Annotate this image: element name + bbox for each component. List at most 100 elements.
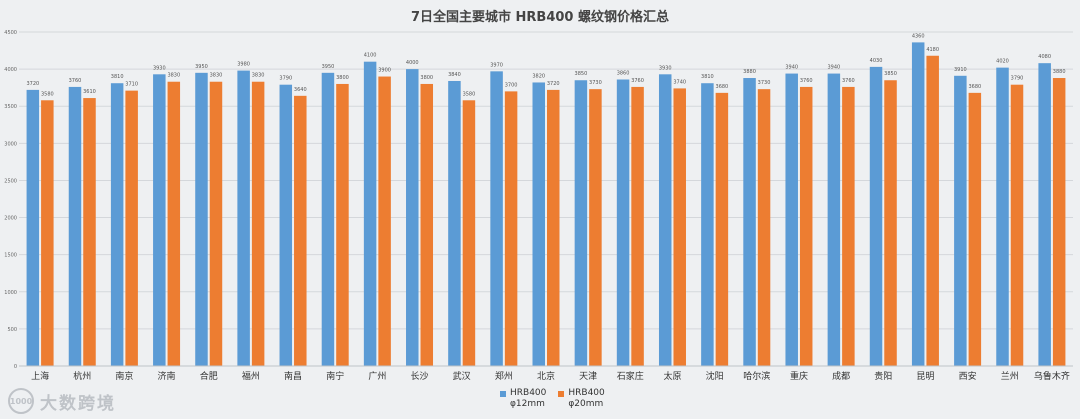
data-label: 3850 [575, 71, 588, 77]
bar [195, 72, 208, 367]
legend-label-line1: HRB400 [568, 388, 605, 398]
bar [110, 83, 124, 367]
data-label: 3760 [800, 78, 813, 84]
x-tick-label: 福州 [242, 370, 260, 382]
bar [785, 73, 798, 366]
bar [209, 81, 223, 367]
data-label: 3800 [336, 75, 349, 81]
data-label: 3900 [378, 68, 391, 74]
data-label: 4000 [406, 60, 419, 66]
data-label: 3940 [785, 65, 798, 71]
bar [167, 81, 181, 367]
x-tick-label: 兰州 [1001, 370, 1019, 382]
y-tick-label: 1500 [4, 253, 17, 259]
data-label: 3790 [1011, 76, 1024, 82]
data-label: 3730 [758, 80, 771, 86]
x-tick-label: 南宁 [326, 370, 344, 382]
legend-item-series-2: HRB400 φ20mm [558, 388, 605, 410]
bar [294, 95, 307, 366]
data-label: 4080 [1038, 54, 1051, 60]
bar [673, 88, 686, 367]
data-label: 4020 [996, 59, 1009, 65]
data-label: 4180 [926, 47, 939, 53]
bar [1010, 84, 1024, 366]
legend-label-line2: φ20mm [568, 399, 604, 409]
bar [448, 80, 461, 366]
legend-swatch-blue [500, 391, 506, 397]
data-label: 3680 [968, 84, 981, 90]
data-label: 3980 [237, 62, 250, 68]
data-label: 3610 [83, 89, 96, 95]
watermark-logo-icon: 1000 [8, 388, 34, 414]
y-tick-label: 2000 [4, 216, 17, 222]
data-label: 3800 [420, 75, 433, 81]
bar [279, 84, 293, 366]
bar [842, 86, 855, 367]
y-tick-label: 0 [14, 364, 17, 370]
data-label: 3580 [463, 91, 476, 97]
bar [658, 74, 672, 366]
bar [574, 80, 588, 366]
y-tick-label: 3500 [4, 104, 17, 110]
data-label: 3880 [1053, 69, 1066, 75]
y-tick-label: 2500 [4, 178, 17, 184]
x-tick-label: 昆明 [916, 371, 934, 382]
bar [701, 83, 714, 367]
x-tick-label: 广州 [368, 370, 386, 382]
data-label: 4360 [912, 33, 925, 39]
x-tick-label: 天津 [579, 371, 597, 382]
bar [926, 55, 939, 367]
watermark-text: 大数跨境 [40, 393, 116, 414]
bar [251, 81, 265, 367]
x-tick-label: 石家庄 [617, 370, 644, 382]
bar [954, 75, 967, 367]
data-label: 3720 [26, 81, 39, 87]
data-label: 3710 [125, 82, 138, 88]
y-tick-label: 4000 [4, 67, 17, 73]
data-label: 3760 [842, 78, 855, 84]
chart-legend: HRB400 φ12mm HRB400 φ20mm [500, 388, 605, 410]
x-tick-label: 武汉 [453, 370, 471, 382]
data-label: 3730 [589, 80, 602, 86]
bar [532, 82, 545, 367]
x-tick-label: 杭州 [73, 370, 91, 382]
data-label: 3930 [153, 65, 166, 71]
x-tick-label: 西安 [959, 370, 977, 382]
bar [504, 91, 518, 366]
data-label: 3940 [828, 65, 841, 71]
data-label: 3830 [210, 73, 223, 79]
bar [490, 71, 503, 367]
bar [757, 89, 771, 366]
y-tick-label: 4500 [4, 30, 17, 36]
bar [996, 67, 1009, 367]
bar [827, 73, 841, 366]
data-label: 3760 [69, 78, 82, 84]
data-label: 3810 [111, 74, 124, 80]
data-label: 3740 [673, 79, 686, 85]
bar [884, 80, 897, 366]
bar [1038, 63, 1051, 366]
x-tick-label: 重庆 [790, 370, 808, 382]
x-tick-label: 成都 [832, 370, 850, 382]
legend-swatch-orange [558, 391, 565, 397]
x-tick-label: 太原 [663, 370, 681, 382]
data-label: 3830 [252, 73, 265, 79]
bar [1052, 78, 1066, 367]
bar [153, 74, 166, 366]
bar [589, 89, 602, 366]
data-label: 3640 [294, 87, 307, 93]
bar [715, 92, 729, 367]
y-tick-label: 1000 [4, 290, 17, 296]
data-label: 3720 [547, 81, 560, 87]
watermark: 1000 大数跨境 [8, 388, 116, 414]
data-label: 3880 [743, 69, 756, 75]
x-tick-label: 长沙 [411, 370, 429, 382]
bar [406, 69, 419, 366]
data-label: 3860 [617, 71, 630, 77]
data-label: 4030 [870, 58, 883, 64]
x-tick-label: 南京 [115, 370, 133, 382]
x-tick-label: 沈阳 [706, 370, 724, 382]
x-tick-label: 贵阳 [874, 370, 892, 382]
